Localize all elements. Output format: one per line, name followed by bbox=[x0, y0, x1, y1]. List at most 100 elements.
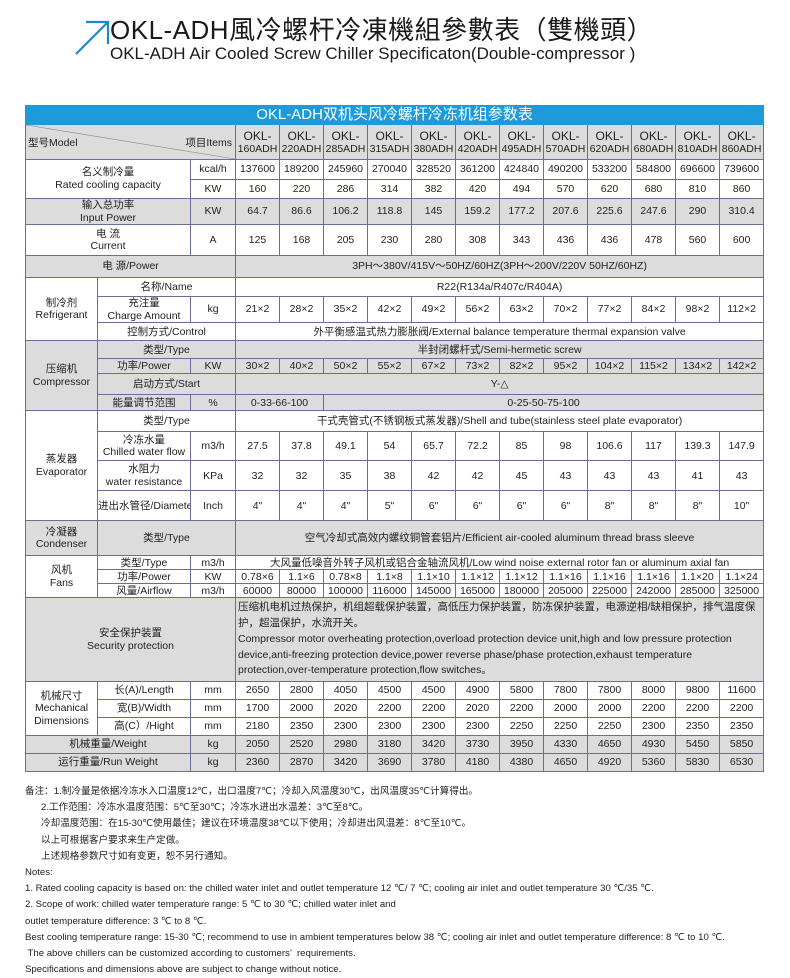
refrigerant-name-label: 名称/Name bbox=[97, 277, 236, 298]
compressor-power-cell: 82×2 bbox=[499, 358, 544, 375]
unit: KW bbox=[190, 197, 236, 226]
width-cell: 2000 bbox=[543, 699, 588, 719]
water-resistance-cell: 35 bbox=[323, 460, 368, 492]
diameter-cell: 8" bbox=[631, 490, 676, 522]
start-label: 启动方式/Start bbox=[97, 373, 236, 396]
energy-row: 能量调节范围 % 0-33-66-100 0-25-50-75-100 bbox=[26, 394, 765, 412]
energy-value-first: 0-33-66-100 bbox=[235, 394, 324, 412]
diameter-cell: 4" bbox=[279, 490, 324, 522]
security-row: 安全保护装置 Security protection 压缩机电机过热保护，机组超载… bbox=[25, 597, 765, 683]
start-row: 启动方式/Start Y-△ bbox=[26, 373, 765, 396]
compressor-type-label: 类型/Type bbox=[97, 340, 236, 360]
current-cell: 308 bbox=[455, 224, 500, 257]
weight-cell: 3950 bbox=[499, 735, 544, 755]
weight-cell: 3180 bbox=[367, 735, 412, 755]
chilled-flow-cell: 72.2 bbox=[455, 431, 500, 462]
run-weight-cell: 2870 bbox=[279, 753, 324, 773]
arrow-up-right-icon bbox=[75, 20, 110, 55]
weight-cell: 3420 bbox=[411, 735, 456, 755]
compressor-label: 压缩机 Compressor bbox=[25, 340, 98, 412]
water-resistance-cell: 32 bbox=[235, 460, 280, 492]
chilled-flow-cell: 65.7 bbox=[411, 431, 456, 462]
condenser-row: 冷凝器 Condenser 类型/Type 空气冷却式高效内螺纹铜管套铝片/Eff… bbox=[25, 520, 765, 557]
height-cell: 2250 bbox=[587, 717, 632, 737]
cooling-kcal-cell: 424840 bbox=[499, 159, 544, 180]
note-en-line: outlet temperature difference: 3 ℃ to 8 … bbox=[25, 915, 207, 927]
current-cell: 478 bbox=[631, 224, 676, 257]
airflow-cell: 285000 bbox=[675, 583, 720, 599]
current-cell: 343 bbox=[499, 224, 544, 257]
note-en-line: Notes: bbox=[25, 867, 53, 879]
water-resistance-cell: 43 bbox=[587, 460, 632, 492]
width-cell: 2200 bbox=[718, 699, 765, 719]
diameter-cell: 6" bbox=[411, 490, 456, 522]
security-value: 压缩机电机过热保护，机组超载保护装置，高低压力保护装置，防冻保护装置，电源逆相/… bbox=[234, 597, 765, 683]
refrigerant-name-row: 制冷剂 Refrigerant 名称/Name R22(R134a/R407c/R… bbox=[25, 277, 765, 342]
weight-cell: 3730 bbox=[455, 735, 500, 755]
water-resistance-cell: 38 bbox=[367, 460, 412, 492]
weight-cell: 2980 bbox=[323, 735, 368, 755]
run-weight-cell: 5830 bbox=[675, 753, 720, 773]
condenser-label: 冷凝器 Condenser bbox=[25, 520, 98, 557]
input-power-cell: 225.6 bbox=[587, 197, 632, 226]
chilled-flow-cell: 139.3 bbox=[675, 431, 720, 462]
unit: kg bbox=[190, 735, 236, 755]
condenser-type-label: 类型/Type bbox=[97, 520, 236, 557]
airflow-cell: 100000 bbox=[323, 583, 368, 599]
water-resistance-cell: 43 bbox=[718, 460, 765, 492]
cooling-row-kw: KW 160 220 286 314 382 420 494 570 620 680 810 860 bbox=[26, 179, 765, 199]
cooling-kcal-cell: 584800 bbox=[631, 159, 676, 180]
unit: mm bbox=[190, 681, 236, 701]
items-label: 项目Items bbox=[185, 137, 232, 149]
cooling-kw-cell: 620 bbox=[587, 179, 632, 199]
page-header: OKL-ADH風冷螺杆冷凍機組參數表（雙機頭） OKL-ADH Air Cool… bbox=[0, 0, 790, 90]
fan-power-cell: 1.1×12 bbox=[499, 569, 544, 585]
notes: 备注：1.制冷量是依据冷冻水入口温度12℃，出口温度7℃；冷却入风温度30℃，出… bbox=[25, 784, 725, 978]
unit: KPa bbox=[190, 460, 236, 492]
fan-power-cell: 1.1×6 bbox=[279, 569, 324, 585]
compressor-power-cell: 134×2 bbox=[675, 358, 720, 375]
weight-label: 机械重量/Weight bbox=[25, 735, 191, 755]
compressor-power-cell: 115×2 bbox=[631, 358, 676, 375]
charge-cell: 98×2 bbox=[675, 296, 720, 324]
run-weight-cell: 3690 bbox=[367, 753, 412, 773]
cooling-kw-cell: 286 bbox=[323, 179, 368, 199]
airflow-cell: 180000 bbox=[499, 583, 544, 599]
airflow-cell: 165000 bbox=[455, 583, 500, 599]
cooling-kw-cell: 160 bbox=[235, 179, 280, 199]
model-header-cell: OKL- 620ADH bbox=[587, 124, 632, 160]
input-power-cell: 247.6 bbox=[631, 197, 676, 226]
current-label: 电 流 Current bbox=[25, 224, 191, 257]
note-en-line: 2. Scope of work: chilled water temperat… bbox=[25, 899, 396, 911]
charge-cell: 28×2 bbox=[279, 296, 324, 324]
cooling-kcal-cell: 490200 bbox=[543, 159, 588, 180]
water-resistance-label: 水阻力 water resistance bbox=[97, 460, 191, 492]
cooling-kcal-cell: 328520 bbox=[411, 159, 456, 180]
compressor-power-cell: 67×2 bbox=[411, 358, 456, 375]
unit: kg bbox=[190, 753, 236, 773]
compressor-power-cell: 95×2 bbox=[543, 358, 588, 375]
fan-power-cell: 0.78×6 bbox=[235, 569, 280, 585]
water-resistance-cell: 43 bbox=[543, 460, 588, 492]
condenser-type-value: 空气冷却式高效内螺纹铜管套铝片/Efficient air-cooled alu… bbox=[234, 520, 765, 557]
model-header-cell: OKL- 420ADH bbox=[455, 124, 500, 160]
airflow-cell: 145000 bbox=[411, 583, 456, 599]
note-cn-line: 2.工作范围：冷冻水温度范围：5℃至30℃；冷冻水进出水温差：3℃至8℃。 bbox=[41, 802, 369, 814]
cooling-kw-cell: 570 bbox=[543, 179, 588, 199]
evaporator-type-label: 类型/Type bbox=[97, 410, 236, 433]
input-power-cell: 86.6 bbox=[279, 197, 324, 226]
power-supply-value: 3PH～380V/415V～50HZ/60HZ(3PH～200V/220V 50… bbox=[234, 255, 765, 279]
length-cell: 4500 bbox=[411, 681, 456, 701]
fan-power-row: 功率/Power KW 0.78×6 1.1×6 0.78×8 1.1×8 1.1×10… bbox=[26, 569, 765, 585]
height-cell: 2350 bbox=[675, 717, 720, 737]
model-header-cell: OKL- 220ADH bbox=[279, 124, 324, 160]
chilled-flow-label: 冷冻水量 Chilled water flow bbox=[97, 431, 191, 462]
airflow-cell: 325000 bbox=[718, 583, 765, 599]
airflow-cell: 242000 bbox=[631, 583, 676, 599]
compressor-power-cell: 104×2 bbox=[587, 358, 632, 375]
length-cell: 5800 bbox=[499, 681, 544, 701]
charge-cell: 84×2 bbox=[631, 296, 676, 324]
power-supply-label: 电 源/Power bbox=[25, 255, 236, 279]
control-label: 控制方式/Control bbox=[97, 322, 236, 342]
width-cell: 2020 bbox=[455, 699, 500, 719]
